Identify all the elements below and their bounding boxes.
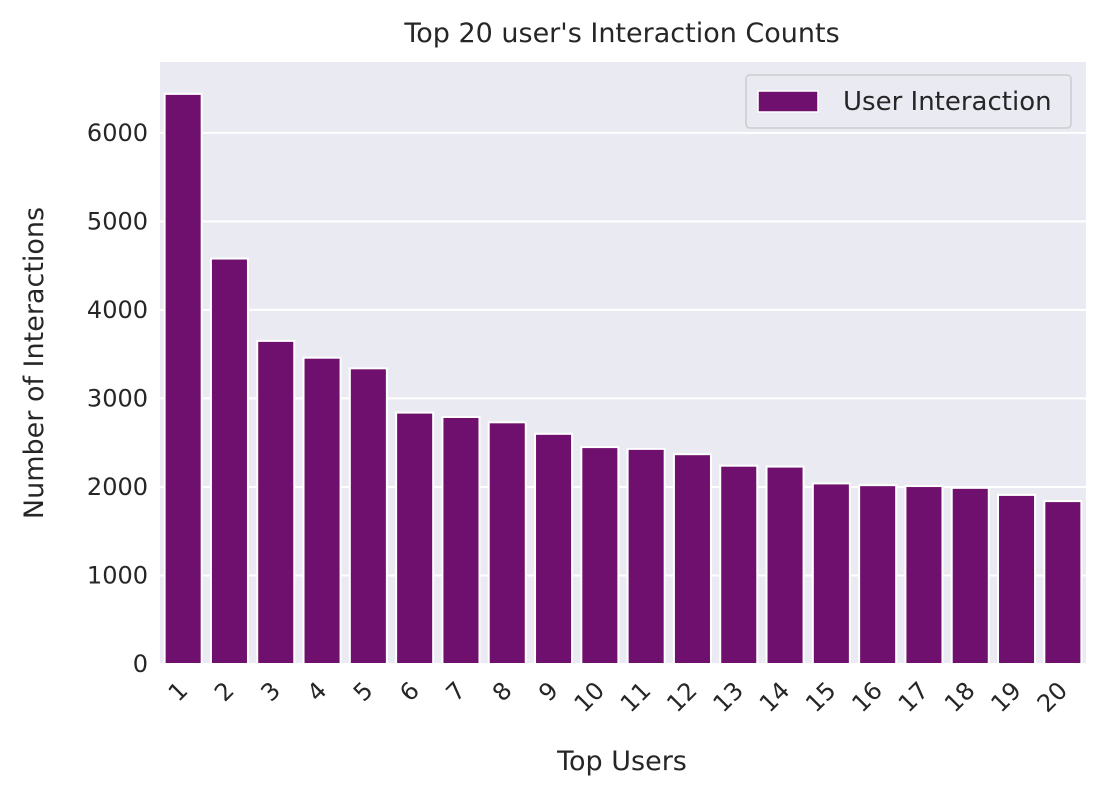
x-tick-label: 16 bbox=[846, 676, 887, 717]
x-tick-label: 10 bbox=[569, 676, 610, 717]
y-tick-label: 4000 bbox=[87, 296, 148, 324]
legend-swatch bbox=[757, 90, 819, 113]
x-tick-label: 2 bbox=[209, 676, 240, 707]
legend-label: User Interaction bbox=[843, 87, 1052, 117]
y-axis-label: Number of Interactions bbox=[19, 207, 50, 519]
bar-user-14 bbox=[765, 465, 805, 665]
bar-user-1 bbox=[163, 92, 203, 665]
x-tick-labels: 1 2 3 4 5 6 7 8 9 10 11 12 13 14 15 16 17 18 19 20 bbox=[163, 676, 1073, 717]
bar-user-9 bbox=[534, 432, 574, 665]
y-tick-label: 1000 bbox=[87, 561, 148, 589]
y-tick-label: 3000 bbox=[87, 384, 148, 412]
bar-user-12 bbox=[672, 453, 712, 666]
y-tick-labels: 0 1000 2000 3000 4000 5000 6000 bbox=[87, 119, 148, 678]
y-tick-label: 6000 bbox=[87, 119, 148, 147]
y-tick-label: 0 bbox=[133, 650, 148, 678]
x-tick-label: 17 bbox=[893, 676, 934, 717]
legend: User Interaction bbox=[745, 74, 1072, 129]
x-tick-label: 15 bbox=[800, 676, 841, 717]
bar-user-11 bbox=[626, 447, 666, 665]
legend-box bbox=[745, 74, 1072, 129]
bar-user-6 bbox=[395, 411, 435, 665]
x-tick-label: 12 bbox=[661, 676, 702, 717]
x-tick-label: 9 bbox=[533, 676, 564, 707]
bars bbox=[163, 92, 1083, 666]
bar-user-15 bbox=[811, 482, 851, 665]
x-tick-label: 5 bbox=[348, 676, 379, 707]
bar-user-5 bbox=[348, 367, 388, 665]
bar-user-10 bbox=[580, 446, 620, 665]
x-tick-label: 11 bbox=[615, 676, 656, 717]
bar-user-18 bbox=[950, 486, 990, 665]
x-tick-label: 6 bbox=[394, 676, 425, 707]
x-tick-label: 14 bbox=[754, 676, 795, 717]
plot-background bbox=[160, 62, 1086, 664]
bar-user-3 bbox=[256, 339, 296, 665]
bar-user-8 bbox=[487, 421, 527, 665]
x-tick-label: 8 bbox=[487, 676, 518, 707]
x-tick-label: 20 bbox=[1032, 676, 1073, 717]
x-tick-label: 7 bbox=[441, 676, 472, 707]
x-tick-label: 3 bbox=[255, 676, 286, 707]
bar-user-16 bbox=[858, 484, 898, 665]
bar-user-17 bbox=[904, 485, 944, 665]
bar-user-2 bbox=[209, 257, 249, 665]
x-axis-label: Top Users bbox=[556, 746, 687, 777]
x-tick-label: 19 bbox=[985, 676, 1026, 717]
chart-title: Top 20 user's Interaction Counts bbox=[403, 18, 839, 49]
bar-user-20 bbox=[1043, 500, 1083, 666]
bar-user-4 bbox=[302, 356, 342, 665]
x-tick-label: 13 bbox=[708, 676, 749, 717]
bar-user-13 bbox=[719, 464, 759, 665]
bar-user-7 bbox=[441, 416, 481, 665]
y-tick-label: 2000 bbox=[87, 473, 148, 501]
y-tick-label: 5000 bbox=[87, 207, 148, 235]
x-tick-label: 18 bbox=[939, 676, 980, 717]
x-tick-label: 4 bbox=[302, 676, 333, 707]
x-tick-label: 1 bbox=[163, 676, 194, 707]
bar-user-19 bbox=[997, 493, 1037, 665]
